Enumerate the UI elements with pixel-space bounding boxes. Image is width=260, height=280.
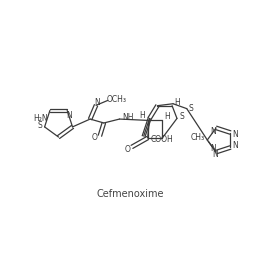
Text: CH₃: CH₃	[190, 133, 204, 142]
Text: N: N	[94, 98, 100, 107]
Text: OCH₃: OCH₃	[107, 95, 127, 104]
Text: H₂N: H₂N	[33, 114, 48, 123]
Text: S: S	[37, 122, 42, 130]
Text: H: H	[164, 112, 170, 121]
Text: N: N	[212, 150, 218, 158]
Text: N: N	[232, 130, 238, 139]
Text: Cefmenoxime: Cefmenoxime	[96, 189, 164, 199]
Text: N: N	[210, 144, 216, 153]
Text: O: O	[124, 145, 130, 154]
Text: S: S	[188, 104, 193, 113]
Text: N: N	[66, 111, 72, 120]
Text: N: N	[232, 141, 238, 150]
Text: N: N	[210, 127, 216, 136]
Text: COOH: COOH	[151, 136, 173, 144]
Text: NH: NH	[122, 113, 134, 122]
Text: S: S	[179, 112, 184, 121]
Text: H: H	[139, 111, 145, 120]
Text: H: H	[174, 98, 180, 107]
Text: O: O	[92, 133, 98, 142]
